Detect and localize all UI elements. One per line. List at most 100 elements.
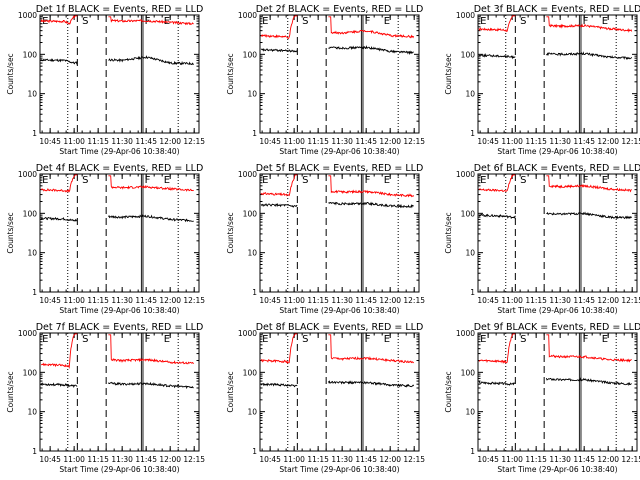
x-tick-label: 11:15	[307, 137, 329, 146]
events-series-line	[108, 381, 194, 390]
x-tick-label: 12:00	[379, 455, 401, 464]
events-series-line	[328, 45, 414, 56]
y-tick-label: 1000	[456, 170, 475, 179]
y-tick-label: 1000	[456, 11, 475, 20]
marker-letter-f: F	[145, 334, 151, 345]
x-tick-label: 11:00	[63, 296, 85, 305]
marker-letter-e: E	[480, 334, 486, 345]
lld-series-line	[478, 333, 516, 364]
y-tick-label: 10	[465, 408, 475, 417]
x-tick-label: 11:15	[525, 296, 547, 305]
plot-frame	[39, 332, 200, 452]
y-tick-label: 1	[252, 288, 257, 297]
x-tick-label: 12:00	[159, 296, 181, 305]
lld-series-line	[546, 16, 633, 33]
marker-letter-s: S	[302, 334, 308, 345]
x-tick-label: 12:15	[183, 455, 205, 464]
panel-title: Det 5f BLACK = Events, RED = LLD	[256, 163, 424, 174]
x-axis-label: Start Time (29-Apr-06 10:38:40)	[59, 465, 179, 474]
panel-title: Det 6f BLACK = Events, RED = LLD	[474, 163, 640, 174]
x-tick-label: 12:15	[621, 137, 640, 146]
lld-series-line	[260, 174, 298, 197]
x-axis-label: Start Time (29-Apr-06 10:38:40)	[497, 147, 617, 156]
y-tick-label: 100	[23, 209, 38, 218]
panel-title: Det 4f BLACK = Events, RED = LLD	[36, 163, 204, 174]
marker-letter-s: S	[302, 175, 308, 186]
marker-letter-e: E	[384, 334, 390, 345]
plot-frame	[259, 173, 420, 293]
lld-series-line	[40, 174, 78, 193]
panel-title: Det 7f BLACK = Events, RED = LLD	[36, 322, 204, 333]
events-series-line	[40, 58, 78, 65]
panel-title: Det 3f BLACK = Events, RED = LLD	[474, 4, 640, 15]
events-series-line	[108, 214, 194, 223]
lld-series-line	[546, 334, 632, 363]
x-tick-label: 10:45	[477, 137, 499, 146]
y-tick-label: 1	[32, 447, 37, 456]
x-axis-label: Start Time (29-Apr-06 10:38:40)	[497, 306, 617, 315]
marker-letter-s: S	[520, 16, 526, 27]
marker-letter-e: E	[164, 16, 170, 27]
panel-title: Det 2f BLACK = Events, RED = LLD	[256, 4, 424, 15]
y-axis-label: Counts/sec	[226, 371, 235, 412]
y-tick-label: 1	[470, 447, 475, 456]
x-tick-label: 12:00	[159, 455, 181, 464]
events-series-line	[260, 202, 298, 208]
events-series-line	[478, 53, 516, 60]
events-series-line	[546, 51, 633, 60]
marker-letter-f: F	[145, 175, 151, 186]
x-tick-label: 11:00	[63, 137, 85, 146]
y-tick-label: 1000	[18, 11, 37, 20]
panel-title: Det 9f BLACK = Events, RED = LLD	[474, 322, 640, 333]
x-tick-label: 12:15	[621, 455, 640, 464]
x-tick-label: 12:15	[403, 455, 425, 464]
x-tick-label: 11:30	[331, 455, 353, 464]
x-tick-label: 10:45	[39, 296, 61, 305]
x-tick-label: 11:00	[283, 296, 305, 305]
y-tick-label: 100	[461, 50, 476, 59]
marker-letter-f: F	[583, 175, 589, 186]
lld-series-line	[546, 175, 632, 193]
marker-letter-f: F	[365, 175, 371, 186]
y-tick-label: 1000	[238, 329, 257, 338]
marker-letter-s: S	[302, 16, 308, 27]
marker-letter-f: F	[365, 16, 371, 27]
marker-letter-f: F	[583, 334, 589, 345]
x-tick-label: 11:30	[549, 137, 571, 146]
plot-frame	[477, 173, 638, 293]
y-tick-label: 100	[243, 368, 258, 377]
x-tick-label: 10:45	[259, 296, 281, 305]
panel-9: Det 9f BLACK = Events, RED = LLD 1 10 100 10…	[444, 322, 640, 474]
panel-1: Det 1f BLACK = Events, RED = LLD 1 10 100 10…	[6, 4, 205, 156]
x-axis-label: Start Time (29-Apr-06 10:38:40)	[279, 147, 399, 156]
lld-series-line	[478, 174, 516, 193]
marker-letter-e: E	[164, 175, 170, 186]
x-tick-label: 12:00	[379, 137, 401, 146]
x-tick-label: 11:00	[501, 296, 523, 305]
x-tick-label: 11:45	[355, 296, 377, 305]
events-series-line	[328, 201, 414, 209]
x-tick-label: 11:30	[331, 137, 353, 146]
lld-series-line	[328, 334, 415, 364]
marker-letter-s: S	[82, 16, 88, 27]
lld-series-line	[41, 333, 78, 370]
x-tick-label: 12:00	[159, 137, 181, 146]
marker-letter-e: E	[262, 334, 268, 345]
marker-letter-e: E	[602, 175, 608, 186]
x-tick-label: 11:45	[135, 296, 157, 305]
x-tick-label: 12:15	[183, 296, 205, 305]
marker-letter-f: F	[365, 334, 371, 345]
events-series-line	[479, 213, 516, 219]
y-tick-label: 1	[252, 129, 257, 138]
marker-letter-f: F	[583, 16, 589, 27]
marker-letter-s: S	[82, 175, 88, 186]
x-tick-label: 11:45	[135, 455, 157, 464]
lld-series-line	[260, 15, 298, 39]
marker-letter-e: E	[262, 175, 268, 186]
y-tick-label: 100	[23, 50, 38, 59]
panel-2: Det 2f BLACK = Events, RED = LLD 1 10 100 10…	[226, 4, 425, 156]
marker-letter-e: E	[384, 16, 390, 27]
y-tick-label: 100	[243, 50, 258, 59]
panel-7: Det 7f BLACK = Events, RED = LLD 1 10 100 10…	[6, 322, 205, 474]
x-tick-label: 12:00	[597, 455, 619, 464]
